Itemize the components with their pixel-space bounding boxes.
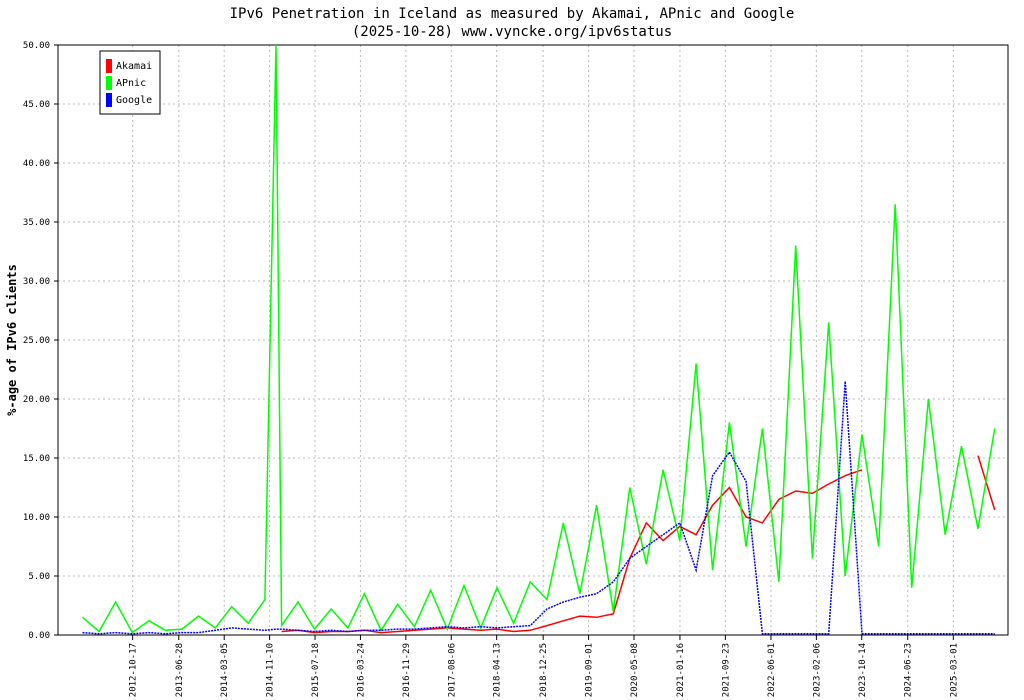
y-tick-label: 40.00	[23, 159, 50, 169]
x-tick-label: 2019-09-01	[585, 643, 595, 697]
y-axis-label: %-age of IPv6 clients	[5, 264, 19, 416]
x-tick-label: 2017-08-06	[447, 643, 457, 697]
y-tick-label: 15.00	[23, 454, 50, 464]
x-tick-label: 2012-10-17	[129, 643, 139, 697]
x-tick-label: 2021-09-23	[721, 643, 731, 697]
y-tick-label: 30.00	[23, 277, 50, 287]
y-tick-label: 35.00	[23, 218, 50, 228]
legend-swatch	[106, 59, 112, 73]
y-tick-label: 0.00	[28, 631, 50, 641]
x-tick-label: 2018-12-25	[539, 643, 549, 697]
series-line	[82, 381, 995, 635]
y-tick-label: 25.00	[23, 336, 50, 346]
x-tick-label: 2015-07-18	[311, 643, 321, 697]
y-tick-label: 5.00	[28, 572, 50, 582]
y-tick-label: 10.00	[23, 513, 50, 523]
legend: Akamai APnic Google	[99, 50, 161, 115]
x-tick-label: 2020-05-08	[630, 643, 640, 697]
legend-label: Akamai	[116, 61, 152, 72]
y-tick-label: 45.00	[23, 100, 50, 110]
series-line	[281, 455, 996, 634]
x-tick-label: 2014-03-05	[220, 643, 230, 697]
plot-frame	[57, 44, 1009, 636]
legend-label: Google	[116, 95, 152, 106]
x-tick-label: 2018-04-13	[493, 643, 503, 697]
x-tick-label: 2022-06-01	[767, 643, 777, 697]
x-tick-label: 2025-03-01	[949, 643, 959, 697]
legend-label: APnic	[116, 78, 146, 89]
x-tick-label: 2021-01-16	[676, 643, 686, 697]
x-tick-label: 2013-06-28	[175, 643, 185, 697]
x-tick-label: 2016-03-24	[356, 643, 366, 697]
x-tick-label: 2023-02-06	[812, 643, 822, 697]
chart-title: IPv6 Penetration in Iceland as measured …	[230, 6, 795, 22]
y-tick-label: 50.00	[23, 41, 50, 51]
x-tick-label: 2014-11-10	[266, 643, 276, 697]
y-tick-label: 20.00	[23, 395, 50, 405]
chart-subtitle: (2025-10-28) www.vyncke.org/ipv6status	[352, 24, 672, 40]
x-tick-label: 2024-06-23	[904, 643, 914, 697]
legend-swatch	[106, 93, 112, 107]
x-tick-label: 2016-11-29	[402, 643, 412, 697]
x-tick-label: 2023-10-14	[858, 643, 868, 697]
legend-swatch	[106, 76, 112, 90]
series-line	[82, 44, 996, 634]
